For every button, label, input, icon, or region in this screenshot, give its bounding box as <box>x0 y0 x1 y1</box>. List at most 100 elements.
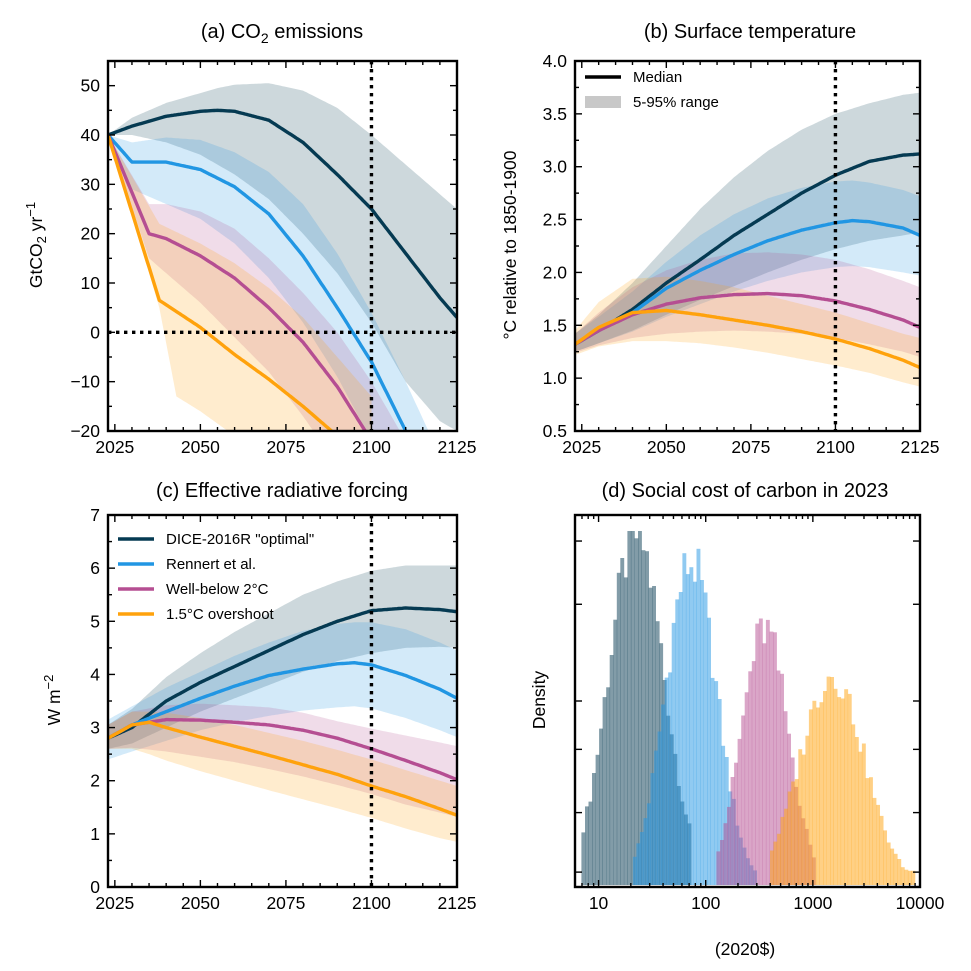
ytick-label-b: 1.0 <box>543 368 568 388</box>
ytick-label-c: 1 <box>90 824 100 844</box>
ytick-label-b: 0.5 <box>543 421 567 441</box>
xtick-label-a: 2075 <box>266 437 305 457</box>
ytick-label-a: −20 <box>70 421 100 441</box>
legend-median-label: Median <box>633 69 682 86</box>
hist-bin-rennert <box>654 750 658 885</box>
hist-bin-os15 <box>911 870 916 885</box>
hist-bin-rennert <box>657 731 662 885</box>
hist-bin-os15 <box>823 691 827 885</box>
ytick-label-c: 7 <box>90 505 100 525</box>
hist-bin-os15 <box>826 676 831 885</box>
axes-frame-a <box>106 59 459 433</box>
xtick-label-b: 2075 <box>731 437 770 457</box>
median-rennert-a <box>108 133 408 431</box>
ytick-label-b: 2.5 <box>543 210 567 230</box>
hist-bin-dice <box>585 806 589 885</box>
hist-bin-os15 <box>865 778 870 885</box>
hist-bin-rennert <box>639 832 644 885</box>
hist-bin-os15 <box>840 698 845 885</box>
panel-c-ylabel: W m−2 <box>41 675 64 726</box>
median-rennert-c <box>108 661 457 740</box>
hist-bin-os15 <box>886 842 891 885</box>
xtick-label-c: 2125 <box>438 893 477 913</box>
hist-bin-os15 <box>900 867 905 885</box>
ytick-label-b: 3.5 <box>543 104 567 124</box>
hist-bin-dice <box>613 619 618 885</box>
hist-bin-dice <box>634 538 639 885</box>
xtick-label-c: 2075 <box>266 893 305 913</box>
panel-social-cost-carbon: (d) Social cost of carbon in 2023 Densit… <box>529 480 945 959</box>
legend-label-rennert: Rennert et al. <box>166 556 256 573</box>
hist-bin-dice <box>592 773 596 885</box>
hist-bin-rennert <box>661 704 665 885</box>
hist-bin-wb2 <box>773 632 777 885</box>
legend-label-wb2: Well-below 2°C <box>166 581 269 598</box>
median-os15-c <box>108 720 457 817</box>
hist-bin-wb2 <box>737 738 742 885</box>
hist-bin-os15 <box>879 815 884 885</box>
hist-bin-rennert <box>647 803 651 885</box>
hist-bin-dice <box>623 577 628 885</box>
hist-bin-os15 <box>837 697 842 885</box>
hist-bin-rennert <box>682 553 687 885</box>
plot-area-c <box>108 565 457 842</box>
panel-d-xlabel: (2020$) <box>715 939 775 959</box>
xtick-label-a: 2050 <box>181 437 220 457</box>
band-rennert-c <box>108 622 457 760</box>
ytick-label-c: 4 <box>90 664 100 684</box>
hist-bin-wb2 <box>730 777 735 885</box>
hist-bin-rennert <box>724 757 729 885</box>
median-dice-a <box>108 108 457 319</box>
hist-bin-wb2 <box>751 661 756 885</box>
median-dice-c <box>108 606 457 740</box>
hist-bin-os15 <box>791 781 796 885</box>
hist-bin-wb2 <box>780 673 784 885</box>
panel-d-title: (d) Social cost of carbon in 2023 <box>602 480 889 502</box>
hist-bin-rennert <box>664 677 669 885</box>
hist-bin-rennert <box>678 592 683 885</box>
ytick-label-c: 6 <box>90 558 100 578</box>
hist-bin-os15 <box>830 677 834 885</box>
median-wb2-a <box>108 134 368 431</box>
hist-bin-dice <box>602 697 607 885</box>
xtick-label-d: 1000 <box>793 893 832 913</box>
legend-label-os15: 1.5°C overshoot <box>166 606 275 623</box>
hist-bin-dice <box>606 687 611 885</box>
hist-bin-dice <box>638 531 642 885</box>
band-os15-c <box>108 711 457 842</box>
hist-bin-os15 <box>816 707 820 885</box>
legend-range-label: 5-95% range <box>633 94 719 111</box>
panel-c-title: (c) Effective radiative forcing <box>156 480 408 502</box>
ytick-label-b: 1.5 <box>543 315 567 335</box>
ytick-label-c: 0 <box>90 877 100 897</box>
hist-bin-os15 <box>872 797 877 885</box>
panel-d-ylabel: Density <box>529 671 549 730</box>
hist-bin-rennert <box>689 567 694 885</box>
hist-bin-os15 <box>777 833 781 885</box>
hist-bin-os15 <box>794 779 799 885</box>
hist-bin-dice <box>588 801 593 885</box>
hist-bin-wb2 <box>776 670 781 885</box>
hist-bin-dice <box>616 572 621 885</box>
hist-bin-rennert <box>632 856 637 885</box>
xtick-label-d: 10000 <box>896 893 945 913</box>
hist-bin-wb2 <box>734 762 738 885</box>
hist-bin-os15 <box>773 841 778 885</box>
panel-surface-temperature: (b) Surface temperature °C relative to 1… <box>500 21 939 457</box>
plot-area-d <box>581 531 916 885</box>
hist-bin-rennert <box>703 592 708 885</box>
xtick-label-b: 2050 <box>647 437 686 457</box>
hist-bin-os15 <box>858 751 863 885</box>
hist-bin-rennert <box>650 773 655 885</box>
hist-bin-dice <box>595 754 600 885</box>
hist-bin-rennert <box>685 574 690 885</box>
hist-bin-dice <box>641 550 646 885</box>
xtick-label-b: 2125 <box>901 437 940 457</box>
median-dice-b <box>575 152 920 346</box>
hist-bin-os15 <box>784 808 788 885</box>
hist-bin-dice <box>630 531 635 885</box>
ytick-label-c: 5 <box>90 611 100 631</box>
hist-bin-os15 <box>904 869 909 885</box>
hist-bin-os15 <box>798 749 803 885</box>
